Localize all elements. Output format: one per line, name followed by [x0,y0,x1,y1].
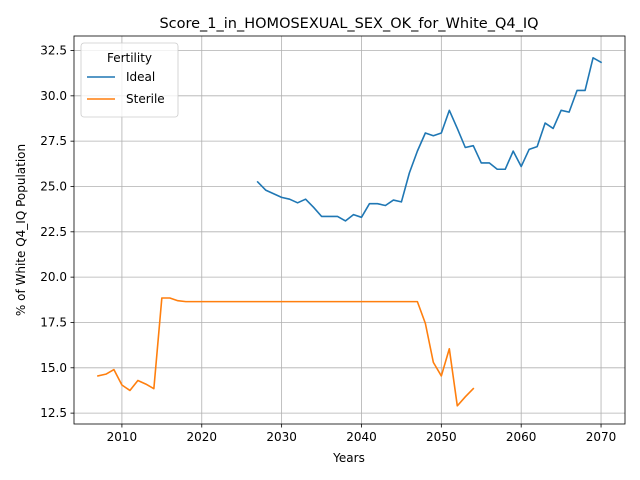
x-tick-label: 2060 [506,430,537,444]
chart-title: Score_1_in_HOMOSEXUAL_SEX_OK_for_White_Q… [159,16,538,32]
y-tick-label: 12.5 [40,406,67,420]
legend: Fertility Ideal Sterile [80,42,179,118]
x-axis-label: Years [332,451,365,465]
y-tick-label: 27.5 [40,134,67,148]
legend-title: Fertility [107,51,152,65]
y-tick-label: 22.5 [40,225,67,239]
series-line-ideal [256,56,603,222]
y-tick-label: 30.0 [40,89,67,103]
x-tick-label: 2020 [186,430,217,444]
tick-layer: 2010 2020 2030 2040 2050 2060 2070 12.5 15.0 17.5… [40,44,616,444]
x-tick-label: 2040 [346,430,377,444]
x-tick-label: 2010 [107,430,138,444]
y-tick-label: 15.0 [40,361,67,375]
x-tick-label: 2030 [266,430,297,444]
y-axis-label: % of White Q4_IQ Population [14,144,28,316]
y-tick-label: 20.0 [40,270,67,284]
y-tick-label: 25.0 [40,179,67,193]
legend-label-ideal: Ideal [126,70,155,84]
series-layer [97,56,603,407]
x-tick-label: 2050 [426,430,457,444]
y-tick-label: 32.5 [40,44,67,58]
x-tick-label: 2070 [586,430,617,444]
grid-layer [74,36,625,424]
plot-area-frame [73,35,626,425]
series-line-sterile [97,297,475,407]
y-tick-label: 17.5 [40,315,67,329]
legend-label-sterile: Sterile [126,92,165,106]
